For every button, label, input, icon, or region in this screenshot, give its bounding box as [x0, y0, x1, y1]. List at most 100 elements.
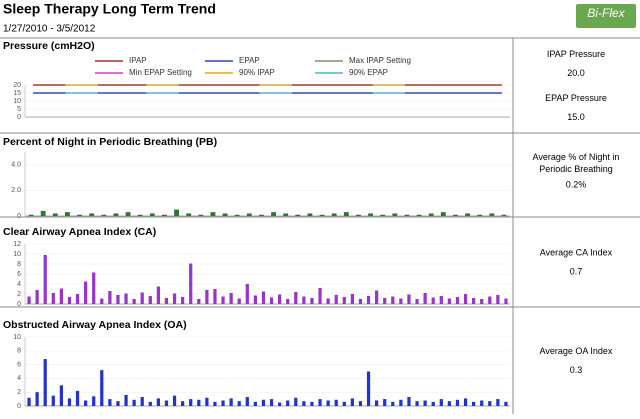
bar: [124, 293, 128, 304]
bar: [423, 400, 427, 406]
bar: [350, 294, 354, 304]
y-tick-label: 8: [17, 348, 21, 355]
date-range: 1/27/2010 - 3/5/2012: [3, 24, 96, 35]
bar: [35, 290, 39, 304]
y-tick-label: 10: [13, 334, 21, 341]
stat-value: 0.3: [570, 365, 583, 375]
bar: [331, 213, 337, 216]
bar: [234, 214, 240, 216]
stat-label: Average CA Index: [540, 247, 613, 257]
bar: [237, 298, 241, 304]
y-tick-label: 12: [13, 241, 21, 248]
bar: [43, 359, 47, 406]
bar: [428, 213, 434, 216]
bar: [67, 398, 72, 406]
bar: [259, 214, 264, 216]
bar: [447, 298, 451, 304]
bar: [488, 401, 492, 406]
bar: [342, 297, 346, 304]
bar: [368, 213, 373, 216]
bar: [334, 295, 338, 304]
bar: [423, 293, 427, 304]
bar: [140, 292, 144, 304]
bar: [229, 293, 233, 304]
bar: [391, 296, 395, 304]
bar: [59, 288, 63, 304]
y-tick-label: 2.0: [11, 187, 21, 194]
bar: [375, 400, 379, 406]
bar: [416, 214, 422, 216]
stat-value: 0.2%: [566, 179, 587, 189]
bar: [67, 297, 72, 304]
bar: [295, 214, 301, 216]
bar: [496, 295, 500, 304]
bar: [172, 293, 177, 304]
bar: [222, 213, 228, 216]
bar: [286, 400, 290, 406]
bar: [310, 298, 314, 304]
bar: [237, 401, 241, 406]
bar: [205, 397, 209, 406]
stat-label: Average % of Night in Periodic Breathing: [533, 152, 620, 174]
bar: [92, 272, 96, 304]
bar: [294, 292, 298, 304]
y-tick-label: 20: [13, 82, 21, 89]
bar: [28, 214, 34, 216]
y-tick-label: 0: [17, 301, 21, 308]
bar: [27, 296, 31, 304]
y-tick-label: 0: [17, 213, 21, 220]
bar: [375, 290, 379, 304]
bar: [221, 296, 225, 304]
bar: [132, 299, 136, 304]
chart-title: Pressure (cmH2O): [3, 40, 95, 52]
bar: [404, 214, 410, 216]
logo: Bi-Flex: [587, 6, 625, 20]
bar: [415, 299, 419, 304]
report-title: Sleep Therapy Long Term Trend: [3, 1, 216, 17]
bar: [149, 213, 155, 216]
bar: [213, 289, 217, 304]
bar: [342, 401, 346, 406]
bar: [407, 294, 411, 304]
bar: [132, 399, 136, 406]
legend-label: 90% EPAP: [349, 68, 388, 77]
bar: [108, 291, 112, 304]
bar: [463, 294, 468, 304]
bar: [116, 295, 120, 304]
bar: [197, 299, 201, 304]
bar: [439, 399, 443, 406]
bar: [472, 298, 476, 304]
bar: [343, 212, 349, 216]
bar: [307, 213, 313, 216]
y-tick-label: 10: [13, 98, 21, 105]
bar: [455, 399, 460, 406]
bar: [439, 296, 443, 304]
y-tick-label: 6: [17, 271, 21, 278]
bar: [358, 401, 363, 406]
bar: [253, 401, 257, 406]
bar: [84, 400, 88, 406]
bar: [92, 396, 96, 406]
bar: [164, 298, 169, 304]
stat-label: Average OA Index: [540, 346, 613, 356]
chart-title: Clear Airway Apnea Index (CA): [3, 226, 156, 238]
bar: [392, 213, 398, 216]
bar: [124, 394, 128, 406]
bar: [415, 401, 419, 406]
bar: [89, 213, 95, 216]
bar: [504, 401, 508, 406]
stat-value: 20.0: [567, 68, 585, 78]
bar: [326, 400, 330, 406]
y-tick-label: 5: [17, 106, 21, 113]
bar: [100, 298, 104, 304]
bar: [125, 212, 131, 216]
y-tick-label: 8: [17, 261, 21, 268]
bar: [113, 213, 119, 216]
bar: [480, 400, 484, 406]
bar: [278, 402, 282, 406]
bar: [283, 213, 289, 216]
bar: [356, 214, 361, 216]
bar: [75, 294, 80, 304]
bar: [334, 399, 338, 406]
bar: [156, 398, 160, 406]
